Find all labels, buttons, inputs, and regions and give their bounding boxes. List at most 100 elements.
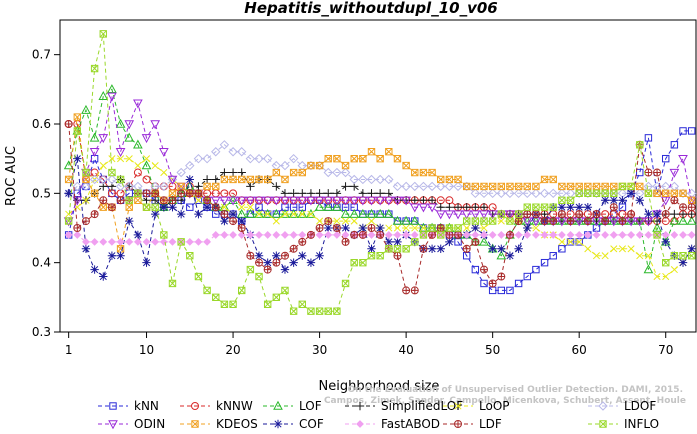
data-point xyxy=(255,272,263,281)
data-point xyxy=(626,189,636,198)
data-point xyxy=(341,217,350,225)
data-point xyxy=(125,216,134,226)
legend-item-simplifiedlof: SimplifiedLOF xyxy=(345,399,463,413)
data-point xyxy=(444,210,455,220)
data-point xyxy=(99,237,108,246)
data-point xyxy=(610,189,618,198)
data-point xyxy=(540,217,549,226)
data-point xyxy=(263,265,272,274)
data-point xyxy=(488,244,497,253)
data-point xyxy=(427,181,437,192)
legend-label: LDOF xyxy=(624,399,656,413)
data-point xyxy=(575,189,583,198)
data-point xyxy=(237,216,246,226)
data-point xyxy=(314,196,325,206)
watermark-line-1: Campos, Zimek, Sander, Campello, Micenko… xyxy=(324,396,686,406)
data-point xyxy=(419,224,427,232)
data-point xyxy=(289,168,298,177)
data-point xyxy=(592,210,601,219)
data-point xyxy=(220,210,229,219)
data-point xyxy=(479,203,489,212)
data-point xyxy=(610,182,618,191)
data-point xyxy=(540,175,549,184)
data-point xyxy=(618,182,627,191)
data-point xyxy=(98,134,109,144)
data-point xyxy=(627,245,635,253)
data-point xyxy=(549,217,558,226)
data-point xyxy=(108,168,116,177)
legend-item-ldof: LDOF xyxy=(588,399,656,413)
data-point xyxy=(392,215,403,225)
data-point xyxy=(660,196,671,206)
data-point xyxy=(64,120,73,128)
data-point xyxy=(220,203,228,211)
data-point xyxy=(262,153,273,164)
data-point xyxy=(210,196,221,206)
data-point xyxy=(212,293,220,302)
data-point xyxy=(523,182,531,191)
data-point xyxy=(281,286,289,295)
data-point xyxy=(453,210,463,220)
data-point xyxy=(107,203,116,212)
data-point xyxy=(584,245,592,253)
data-point xyxy=(90,64,99,73)
data-point xyxy=(670,196,679,205)
data-point xyxy=(124,120,135,130)
data-point xyxy=(176,167,186,178)
data-point xyxy=(480,231,488,239)
data-point xyxy=(238,203,246,211)
legend-marker xyxy=(191,420,199,428)
data-point xyxy=(107,84,117,94)
data-point xyxy=(263,300,272,308)
data-point xyxy=(160,231,168,239)
data-point xyxy=(548,188,558,199)
data-point xyxy=(341,161,350,170)
series-inflo xyxy=(64,30,696,315)
data-point xyxy=(375,196,386,206)
data-point xyxy=(142,155,151,163)
data-point xyxy=(549,252,557,260)
data-point xyxy=(427,196,437,205)
data-point xyxy=(670,209,679,219)
data-point xyxy=(383,196,394,206)
data-point xyxy=(64,231,73,239)
data-point xyxy=(219,196,230,206)
data-point xyxy=(236,196,247,206)
data-point xyxy=(237,231,246,239)
data-point xyxy=(514,244,523,253)
data-point xyxy=(367,189,376,198)
data-point xyxy=(340,167,351,178)
legend-marker xyxy=(599,420,607,428)
data-point xyxy=(453,181,463,192)
data-point xyxy=(64,189,73,198)
data-point xyxy=(350,217,358,225)
data-point xyxy=(428,224,436,232)
data-point xyxy=(99,272,108,281)
data-point xyxy=(228,168,238,177)
data-point xyxy=(64,217,73,225)
data-point xyxy=(349,196,360,206)
data-point xyxy=(636,182,644,191)
data-point xyxy=(332,231,341,239)
data-point xyxy=(506,182,514,191)
data-point xyxy=(82,175,90,184)
data-point xyxy=(601,252,609,260)
data-point xyxy=(332,189,342,198)
data-point xyxy=(592,231,601,239)
data-point xyxy=(280,189,290,198)
data-point xyxy=(134,189,142,198)
data-point xyxy=(264,210,272,218)
data-point xyxy=(141,134,152,144)
data-point xyxy=(409,215,420,225)
data-point xyxy=(125,155,133,163)
data-point xyxy=(202,203,212,212)
data-point xyxy=(678,154,688,164)
data-point xyxy=(324,307,332,315)
data-point xyxy=(315,224,324,232)
data-point xyxy=(168,237,177,246)
data-point xyxy=(558,238,566,246)
data-point xyxy=(315,231,324,239)
data-point xyxy=(376,154,384,163)
data-point xyxy=(384,189,394,198)
data-point xyxy=(471,203,480,212)
